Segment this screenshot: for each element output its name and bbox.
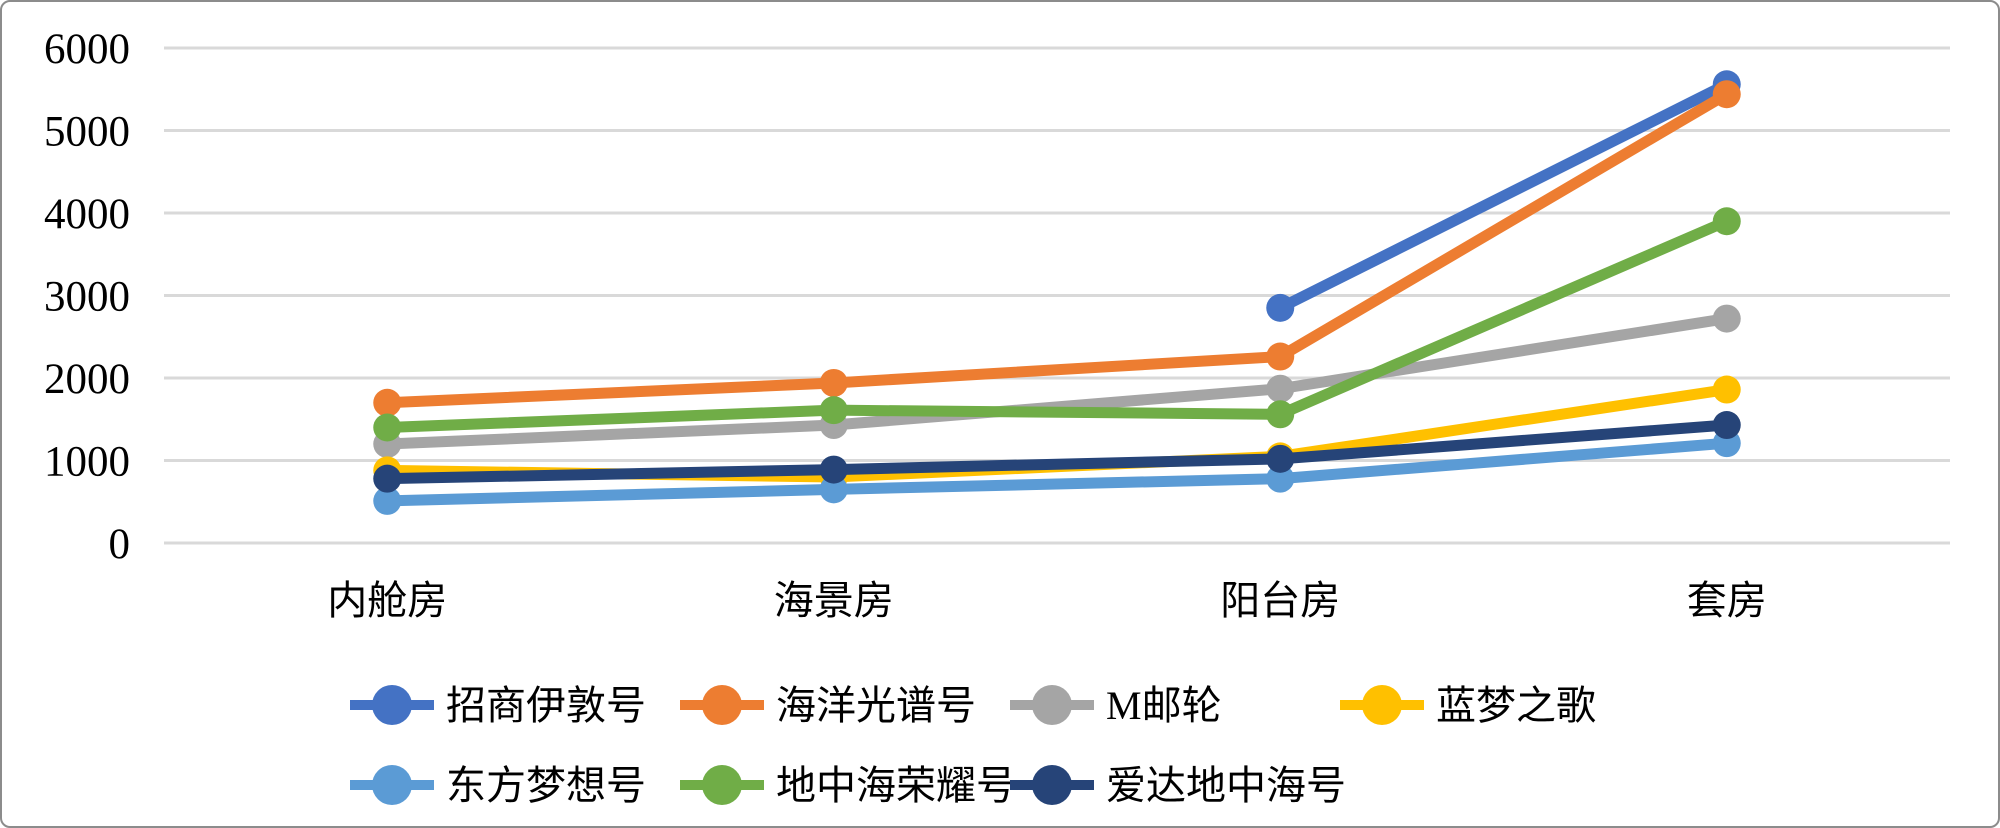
series-line-2 [381,88,1733,409]
legend-label: 招商伊敦号 [446,683,646,728]
series-line-1 [1274,78,1733,314]
legend-item: 爱达地中海号 [1010,763,1346,808]
series-marker-2 [1266,342,1295,371]
y-axis-tick-label: 5000 [44,109,130,156]
legend-label: 爱达地中海号 [1106,763,1346,808]
y-axis-tick-label: 6000 [44,26,130,73]
series-marker-2 [373,388,402,417]
series-marker-6 [1266,400,1295,429]
series-marker-1 [1266,293,1295,322]
y-axis-tick-label: 4000 [44,191,130,238]
legend-marker-circle [1032,685,1072,725]
series-line-6 [381,215,1733,433]
series-marker-7 [1712,411,1741,440]
legend-marker-circle [702,765,742,805]
series-marker-5 [819,475,848,504]
series-marker-7 [373,464,402,493]
series-marker-6 [819,396,848,425]
legend-label: 东方梦想号 [446,763,646,808]
legend-item: 招商伊敦号 [350,683,646,728]
legend-marker-circle [1362,685,1402,725]
legend-marker-circle [372,685,412,725]
legend-item: 东方梦想号 [350,763,646,808]
series-marker-7 [1266,444,1295,473]
y-axis-tick-label: 1000 [44,439,130,486]
y-axis-tick-label: 3000 [44,274,130,321]
legend-item: M邮轮 [1010,683,1222,728]
legend-item: 蓝梦之歌 [1340,683,1596,728]
series-marker-2 [819,368,848,397]
x-axis-category-label: 海景房 [774,578,894,623]
series-line-7 [381,419,1733,485]
legend-marker-circle [1032,765,1072,805]
series-marker-2 [1712,80,1741,109]
legend-item: 地中海荣耀号 [680,763,1016,808]
series-marker-3 [1266,374,1295,403]
y-axis-tick-label: 2000 [44,356,130,403]
x-axis-category-label: 阳台房 [1220,578,1340,623]
x-axis-category-label: 套房 [1687,578,1767,623]
x-axis-category-label: 内舱房 [327,578,447,623]
series-marker-7 [819,455,848,484]
legend-marker-circle [702,685,742,725]
series-marker-5 [1266,464,1295,493]
series-marker-6 [1712,207,1741,236]
series-marker-6 [373,413,402,442]
y-axis-tick-label: 0 [109,521,131,568]
series-marker-4 [1712,375,1741,404]
series-marker-5 [373,486,402,515]
legend-item: 海洋光谱号 [680,683,976,728]
legend-label: 海洋光谱号 [776,683,976,728]
series-line-5 [381,437,1733,507]
legend-label: 地中海荣耀号 [776,763,1016,808]
series-marker-3 [1712,304,1741,333]
legend-label: 蓝梦之歌 [1436,683,1596,728]
legend-label: M邮轮 [1106,683,1222,728]
legend-marker-circle [372,765,412,805]
